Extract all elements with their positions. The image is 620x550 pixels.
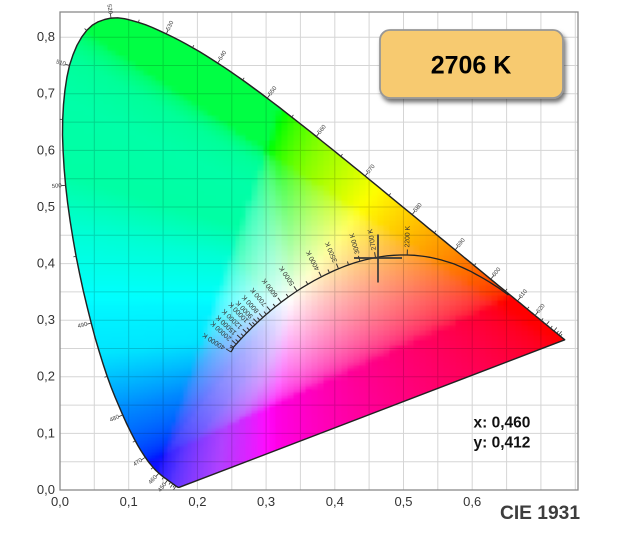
svg-text:530: 530 (166, 20, 176, 32)
svg-text:610: 610 (518, 288, 529, 300)
svg-text:0,6: 0,6 (37, 142, 55, 157)
svg-text:y: 0,412: y: 0,412 (474, 435, 531, 452)
svg-text:0,4: 0,4 (326, 494, 344, 509)
svg-text:0,5: 0,5 (37, 199, 55, 214)
svg-text:480: 480 (109, 414, 121, 424)
svg-text:540: 540 (218, 49, 229, 61)
svg-text:2200 K: 2200 K (404, 225, 411, 247)
svg-text:550: 550 (268, 85, 279, 97)
svg-text:0,1: 0,1 (120, 494, 138, 509)
svg-text:580: 580 (413, 202, 424, 214)
svg-text:590: 590 (456, 237, 467, 249)
svg-text:620: 620 (536, 303, 547, 315)
svg-text:600: 600 (491, 266, 502, 278)
svg-text:0,3: 0,3 (257, 494, 275, 509)
svg-text:0,8: 0,8 (37, 29, 55, 44)
svg-text:x: 0,460: x: 0,460 (474, 415, 531, 432)
svg-text:470: 470 (132, 457, 144, 468)
svg-text:0,5: 0,5 (394, 494, 412, 509)
svg-text:2706 K: 2706 K (431, 52, 512, 80)
svg-text:0,3: 0,3 (37, 312, 55, 327)
svg-text:450: 450 (157, 481, 168, 493)
svg-text:0,2: 0,2 (37, 369, 55, 384)
svg-text:0,6: 0,6 (463, 494, 481, 509)
svg-text:570: 570 (366, 163, 377, 175)
svg-text:460: 460 (148, 474, 160, 486)
svg-text:520: 520 (105, 4, 113, 15)
svg-text:500: 500 (52, 183, 63, 190)
svg-text:CIE 1931: CIE 1931 (500, 503, 580, 524)
svg-text:0,1: 0,1 (37, 425, 55, 440)
svg-text:560: 560 (317, 124, 328, 136)
svg-text:510: 510 (55, 59, 67, 68)
svg-text:490: 490 (77, 322, 89, 330)
svg-text:0,0: 0,0 (51, 494, 69, 509)
svg-text:0,7: 0,7 (37, 86, 55, 101)
svg-text:2700 K: 2700 K (367, 228, 378, 251)
svg-text:0,0: 0,0 (37, 482, 55, 497)
svg-text:0,2: 0,2 (188, 494, 206, 509)
svg-text:0,4: 0,4 (37, 256, 55, 271)
